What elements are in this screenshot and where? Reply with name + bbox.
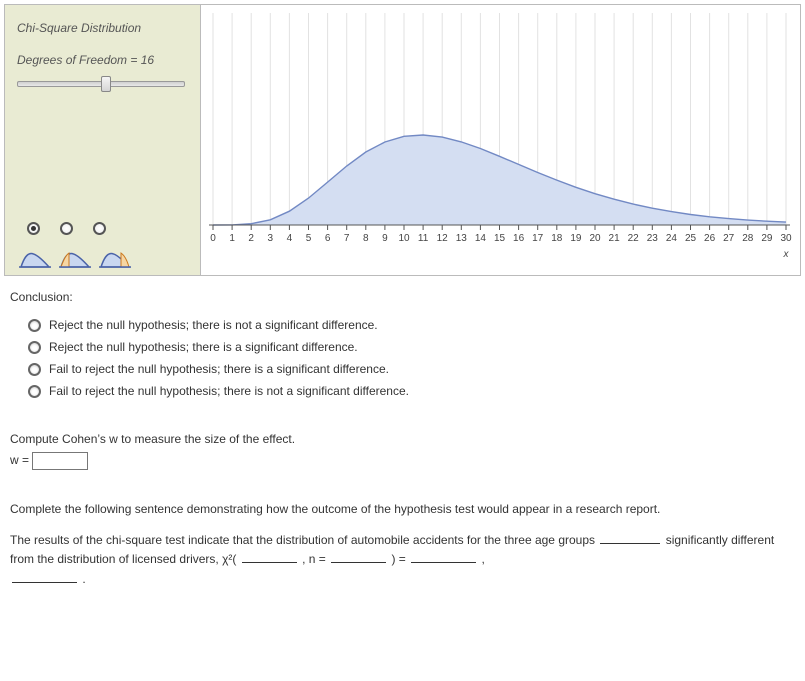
chi-square-applet: Chi-Square Distribution Degrees of Freed…: [4, 4, 801, 276]
svg-text:29: 29: [761, 233, 773, 244]
slider-thumb[interactable]: [101, 76, 111, 92]
report-text-6: .: [82, 572, 85, 586]
df-label: Degrees of Freedom = 16: [17, 53, 188, 67]
svg-text:18: 18: [551, 233, 563, 244]
blank-df[interactable]: [242, 551, 297, 563]
svg-text:30: 30: [780, 233, 792, 244]
svg-text:28: 28: [742, 233, 754, 244]
svg-text:24: 24: [666, 233, 678, 244]
svg-text:2: 2: [248, 233, 254, 244]
conclusion-option[interactable]: Fail to reject the null hypothesis; ther…: [10, 358, 795, 380]
conclusion-option-label: Fail to reject the null hypothesis; ther…: [49, 382, 409, 400]
radio-icon: [28, 385, 41, 398]
shade-mode-none[interactable]: [27, 222, 40, 235]
chi-square-chart: 0123456789101112131415161718192021222324…: [201, 5, 801, 275]
blank-p[interactable]: [12, 571, 77, 583]
shade-mode-right[interactable]: [93, 222, 106, 235]
svg-text:15: 15: [494, 233, 506, 244]
svg-text:7: 7: [344, 233, 350, 244]
conclusion-title: Conclusion:: [10, 290, 795, 304]
blank-n[interactable]: [331, 551, 386, 563]
report-body: The results of the chi-square test indic…: [10, 519, 795, 589]
shade-mode-radios: [27, 222, 106, 235]
svg-text:10: 10: [398, 233, 410, 244]
applet-title: Chi-Square Distribution: [17, 21, 188, 35]
svg-text:13: 13: [456, 233, 468, 244]
svg-text:14: 14: [475, 233, 487, 244]
blank-isisnot[interactable]: [600, 532, 660, 544]
shade-mode-left[interactable]: [60, 222, 73, 235]
svg-text:6: 6: [325, 233, 331, 244]
conclusion-section: Conclusion: Reject the null hypothesis; …: [0, 276, 805, 402]
report-text-4: ) =: [391, 552, 405, 566]
report-text-3: , n =: [302, 552, 326, 566]
svg-text:1: 1: [229, 233, 235, 244]
cohen-label: w =: [10, 453, 29, 467]
svg-text:3: 3: [268, 233, 274, 244]
svg-text:5: 5: [306, 233, 312, 244]
svg-text:9: 9: [382, 233, 388, 244]
svg-text:19: 19: [570, 233, 582, 244]
cohen-w-input[interactable]: [32, 452, 88, 470]
svg-text:12: 12: [437, 233, 449, 244]
report-text-1: The results of the chi-square test indic…: [10, 533, 595, 547]
curve-icon-right-tail: [99, 245, 131, 269]
side-panel: Chi-Square Distribution Degrees of Freed…: [5, 5, 201, 275]
conclusion-option[interactable]: Reject the null hypothesis; there is not…: [10, 314, 795, 336]
conclusion-option[interactable]: Fail to reject the null hypothesis; ther…: [10, 380, 795, 402]
conclusion-option[interactable]: Reject the null hypothesis; there is a s…: [10, 336, 795, 358]
radio-icon: [28, 341, 41, 354]
chart-area: 0123456789101112131415161718192021222324…: [201, 5, 800, 275]
conclusion-option-label: Reject the null hypothesis; there is not…: [49, 316, 378, 334]
svg-text:0: 0: [210, 233, 216, 244]
conclusion-option-label: Reject the null hypothesis; there is a s…: [49, 338, 358, 356]
blank-chisq[interactable]: [411, 551, 476, 563]
svg-text:22: 22: [628, 233, 640, 244]
svg-text:23: 23: [647, 233, 659, 244]
curve-preview-icons: [19, 245, 131, 269]
svg-text:21: 21: [609, 233, 621, 244]
radio-icon: [28, 319, 41, 332]
report-text-5: ,: [481, 552, 484, 566]
curve-icon-left-tail: [59, 245, 91, 269]
curve-icon-plain: [19, 245, 51, 269]
radio-icon: [28, 363, 41, 376]
report-intro: Complete the following sentence demonstr…: [10, 500, 795, 519]
svg-text:11: 11: [418, 233, 429, 244]
svg-text:4: 4: [287, 233, 293, 244]
df-slider[interactable]: [17, 77, 185, 91]
svg-text:27: 27: [723, 233, 735, 244]
svg-text:8: 8: [363, 233, 369, 244]
svg-text:16: 16: [513, 233, 525, 244]
svg-text:x: x: [783, 249, 790, 260]
conclusion-option-label: Fail to reject the null hypothesis; ther…: [49, 360, 389, 378]
svg-text:25: 25: [685, 233, 697, 244]
svg-text:17: 17: [532, 233, 544, 244]
svg-text:20: 20: [589, 233, 601, 244]
svg-text:26: 26: [704, 233, 716, 244]
report-section: Complete the following sentence demonstr…: [0, 470, 805, 589]
cohen-section: Compute Cohen’s w to measure the size of…: [0, 402, 805, 470]
cohen-prompt: Compute Cohen’s w to measure the size of…: [10, 432, 795, 446]
